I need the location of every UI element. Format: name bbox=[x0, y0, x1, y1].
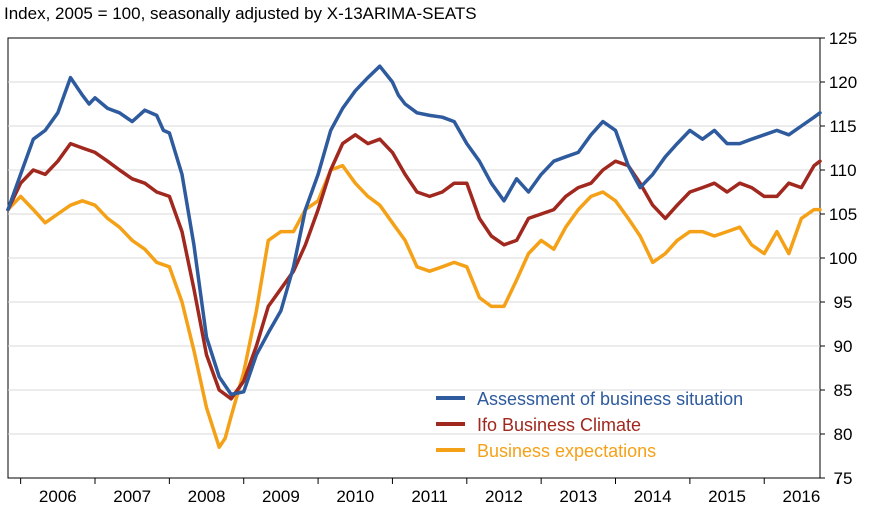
series-lines bbox=[6, 64, 822, 449]
x-tick-label: 2013 bbox=[559, 487, 597, 506]
x-tick-label: 2012 bbox=[485, 487, 523, 506]
y-tick-label: 85 bbox=[834, 381, 853, 400]
x-tick-label: 2007 bbox=[113, 487, 151, 506]
chart-subtitle: Index, 2005 = 100, seasonally adjusted b… bbox=[4, 4, 477, 23]
series-line-0 bbox=[6, 64, 822, 397]
y-tick-label: 90 bbox=[834, 337, 853, 356]
y-tick-label: 80 bbox=[834, 425, 853, 444]
x-tick-label: 2006 bbox=[39, 487, 77, 506]
x-tick-label: 2011 bbox=[411, 487, 448, 506]
legend-label: Assessment of business situation bbox=[477, 389, 743, 409]
legend-label: Ifo Business Climate bbox=[477, 415, 641, 435]
x-tick-label: 2014 bbox=[634, 487, 672, 506]
y-tick-label: 125 bbox=[829, 29, 857, 48]
y-tick-label: 105 bbox=[829, 205, 857, 224]
x-tick-label: 2010 bbox=[336, 487, 374, 506]
x-tick-label: 2008 bbox=[188, 487, 226, 506]
gridlines bbox=[8, 81, 820, 435]
y-tick-label: 115 bbox=[829, 117, 856, 136]
series-line-1 bbox=[6, 133, 822, 401]
y-tick-label: 95 bbox=[834, 293, 853, 312]
y-tick-label: 120 bbox=[829, 73, 857, 92]
y-axis-ticks: 75 80 85 90 95 100 105 110 115 120 125 bbox=[820, 29, 857, 488]
legend-label: Business expectations bbox=[477, 441, 656, 461]
x-tick-label: 2015 bbox=[708, 487, 746, 506]
x-tick-label: 2016 bbox=[782, 487, 820, 506]
x-tick-label: 2009 bbox=[262, 487, 300, 506]
y-tick-label: 110 bbox=[829, 161, 856, 180]
y-tick-label: 75 bbox=[834, 469, 853, 488]
legend: Assessment of business situation Ifo Busi… bbox=[436, 389, 743, 461]
x-axis-ticks: 2006 2007 2008 2009 2010 2011 2012 2013 2014 2015… bbox=[20, 478, 840, 506]
series-line-2 bbox=[6, 163, 822, 449]
y-tick-label: 100 bbox=[829, 249, 857, 268]
